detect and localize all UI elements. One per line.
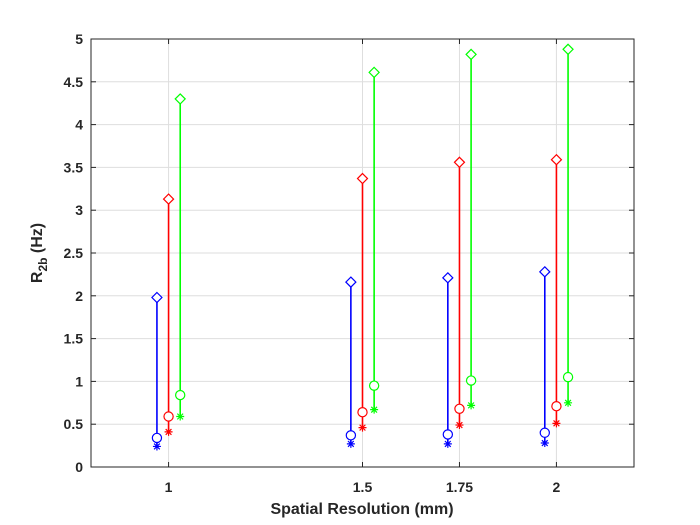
y-tick-label: 5 — [75, 31, 83, 47]
diamond-marker-green — [465, 48, 477, 61]
x-tick-label: 1.75 — [446, 479, 473, 495]
y-tick-label: 4.5 — [64, 74, 84, 90]
circle-marker-green — [562, 371, 574, 383]
circle-marker-green — [368, 380, 380, 391]
diamond-marker-blue — [151, 291, 163, 304]
y-axis-title-main: R — [29, 271, 46, 283]
diamond-marker-green — [174, 93, 187, 105]
y-tick-label: 3 — [75, 202, 83, 218]
star-marker-red — [358, 423, 367, 432]
y-tick-label: 1.5 — [64, 331, 84, 347]
star-marker-blue — [152, 442, 161, 451]
diamond-marker-blue — [345, 276, 357, 288]
star-marker-red — [552, 419, 561, 428]
star-marker-red — [455, 421, 464, 430]
series-layer — [151, 43, 574, 451]
series-green — [174, 43, 574, 421]
diamond-marker-green — [562, 43, 574, 56]
circle-marker-green — [175, 389, 186, 401]
diamond-marker-red — [453, 156, 466, 169]
diamond-marker-blue — [441, 271, 454, 284]
circle-marker-red — [551, 401, 562, 412]
star-marker-green — [564, 398, 573, 407]
star-marker-red — [164, 427, 173, 436]
ticks: 0 0.5 1 1.5 2 2.5 3 3.5 4 4.5 5 1 1.5 1.75 2 — [64, 31, 634, 495]
series-red — [162, 153, 563, 436]
x-tick-label: 1.5 — [353, 479, 373, 495]
y-axis-title-subscript: 2b — [36, 258, 50, 272]
circle-marker-red — [163, 411, 174, 422]
circle-marker-red — [454, 403, 465, 414]
diamond-marker-red — [162, 193, 175, 205]
diamond-marker-green — [368, 66, 380, 79]
x-tick-label: 2 — [553, 479, 561, 495]
x-axis-title: Spatial Resolution (mm) — [270, 501, 453, 518]
star-marker-green — [370, 405, 379, 414]
y-tick-label: 0 — [75, 459, 83, 475]
y-axis-title: R2b (Hz) — [29, 223, 50, 283]
y-tick-label: 3.5 — [64, 159, 84, 175]
series-blue — [151, 265, 551, 451]
x-tick-label: 1 — [165, 479, 173, 495]
circle-marker-blue — [539, 427, 550, 438]
y-tick-label: 1 — [75, 373, 83, 389]
diamond-marker-red — [356, 172, 369, 185]
star-marker-blue — [346, 439, 355, 448]
circle-marker-red — [357, 407, 368, 418]
circle-marker-blue — [151, 432, 163, 444]
diamond-marker-red — [550, 153, 563, 166]
y-tick-label: 4 — [75, 117, 83, 133]
y-tick-label: 2.5 — [64, 245, 84, 261]
star-marker-green — [467, 401, 476, 410]
y-tick-label: 0.5 — [64, 416, 84, 432]
circle-marker-blue — [345, 430, 357, 441]
y-axis-title-unit: (Hz) — [29, 223, 46, 258]
y-tick-label: 2 — [75, 288, 83, 304]
star-marker-blue — [540, 439, 549, 448]
diamond-marker-blue — [538, 265, 551, 278]
circle-marker-blue — [442, 429, 454, 440]
star-marker-blue — [443, 439, 452, 448]
star-marker-green — [176, 412, 185, 421]
circle-marker-green — [465, 375, 477, 386]
